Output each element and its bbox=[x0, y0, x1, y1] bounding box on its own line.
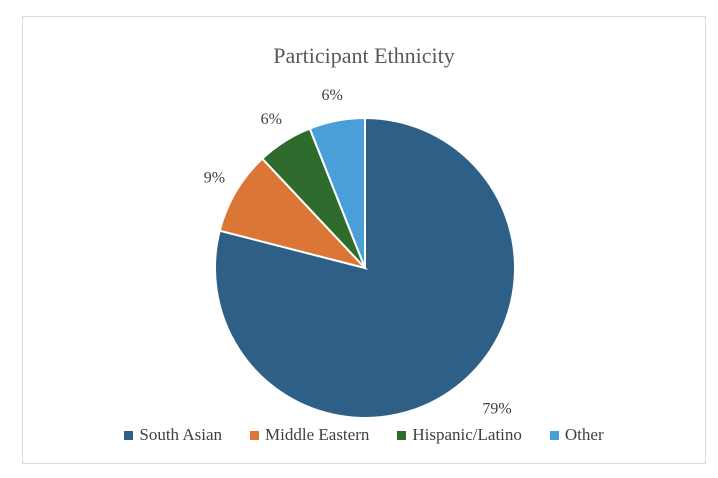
data-label-south-asian: 79% bbox=[482, 401, 511, 418]
legend-item-middle-eastern: Middle Eastern bbox=[250, 425, 369, 445]
legend-swatch-hispanic-latino bbox=[397, 430, 407, 440]
data-label-other: 6% bbox=[322, 87, 343, 104]
legend-swatch-other bbox=[549, 430, 559, 440]
pie-slice-other bbox=[308, 116, 366, 269]
legend: South Asian Middle Eastern Hispanic/Lati… bbox=[23, 425, 705, 445]
legend-item-other: Other bbox=[549, 425, 604, 445]
pie-chart: 79% 9% 6% 6% bbox=[204, 87, 516, 419]
data-label-hispanic-latino: 6% bbox=[261, 111, 282, 128]
chart-title: Participant Ethnicity bbox=[273, 43, 455, 68]
legend-label-south-asian: South Asian bbox=[139, 425, 223, 444]
pie-slice-middle-eastern bbox=[218, 157, 369, 270]
legend-item-south-asian: South Asian bbox=[124, 425, 222, 445]
data-label-middle-eastern: 9% bbox=[204, 170, 225, 187]
legend-swatch-south-asian bbox=[124, 430, 134, 440]
chart-frame: Participant Ethnicity 79% 9% 6% 6% South As… bbox=[22, 16, 706, 464]
legend-item-hispanic-latino: Hispanic/Latino bbox=[397, 425, 522, 445]
legend-label-middle-eastern: Middle Eastern bbox=[265, 425, 370, 444]
legend-label-other: Other bbox=[564, 425, 604, 444]
legend-label-hispanic-latino: Hispanic/Latino bbox=[412, 425, 522, 444]
legend-swatch-middle-eastern bbox=[250, 430, 260, 440]
